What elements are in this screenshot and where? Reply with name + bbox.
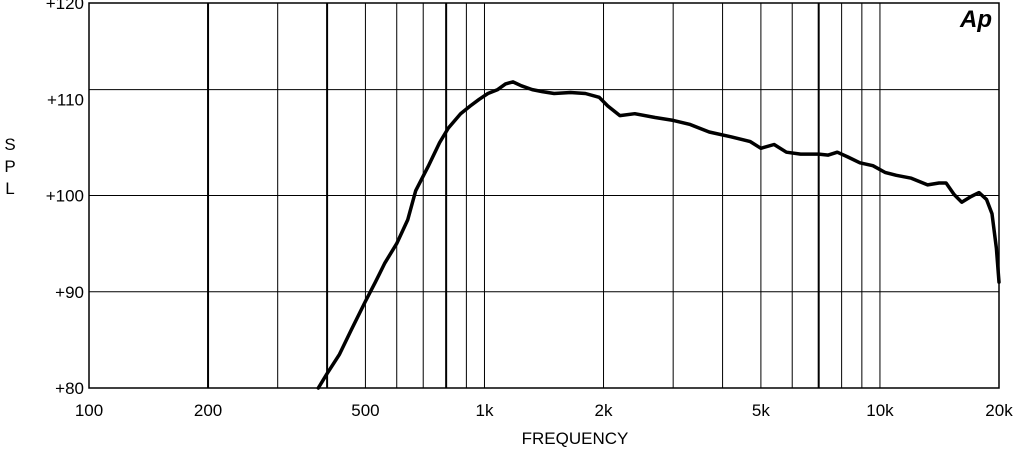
y-tick-label: +120 <box>46 0 84 13</box>
y-tick-label: +100 <box>46 187 84 206</box>
x-tick-label: 1k <box>475 401 493 420</box>
series-layer <box>316 80 1001 390</box>
plot-frame <box>88 2 1000 389</box>
y-tick-labels: +80 +90 +100 +110 +120 <box>46 0 84 398</box>
y-tick-label: +80 <box>55 379 84 398</box>
x-axis-title: FREQUENCY <box>522 429 629 448</box>
x-tick-label: 2k <box>595 401 613 420</box>
y-tick-label: +90 <box>55 283 84 302</box>
x-tick-label: 5k <box>752 401 770 420</box>
spl-response-curve <box>316 80 1001 390</box>
x-tick-label: 20k <box>985 401 1013 420</box>
x-tick-label: 100 <box>75 401 103 420</box>
x-tick-label: 200 <box>194 401 222 420</box>
ap-logo: Ap <box>959 6 992 33</box>
x-tick-label: 10k <box>866 401 894 420</box>
y-tick-label: +110 <box>47 90 84 109</box>
grid <box>89 3 999 388</box>
x-tick-labels: 100 200 500 1k 2k 5k 10k 20k <box>75 401 1013 420</box>
x-tick-label: 500 <box>351 401 379 420</box>
